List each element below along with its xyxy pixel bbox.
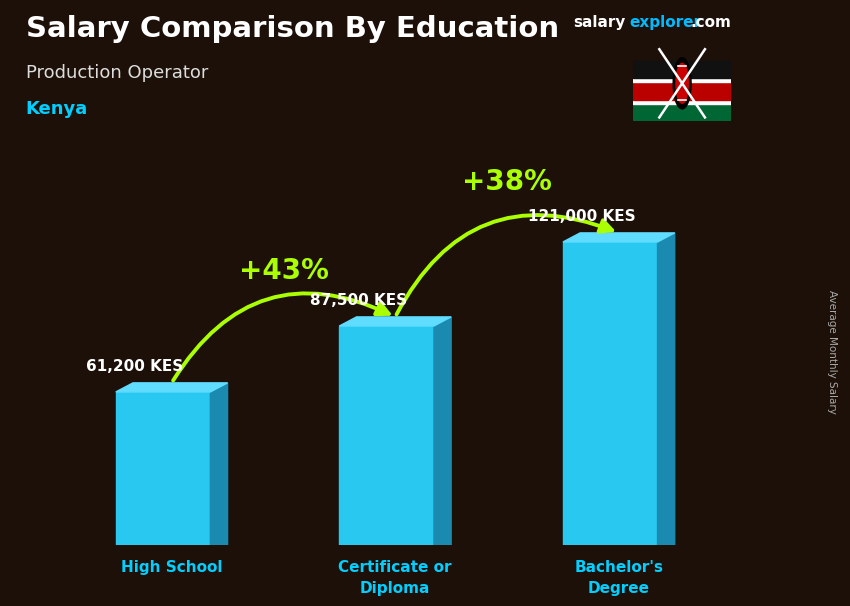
FancyArrowPatch shape: [397, 215, 612, 315]
Bar: [633, 82, 731, 100]
Text: 121,000 KES: 121,000 KES: [528, 209, 636, 224]
FancyArrowPatch shape: [173, 293, 388, 381]
Text: Kenya: Kenya: [26, 100, 88, 118]
Text: Salary Comparison By Education: Salary Comparison By Education: [26, 15, 558, 43]
Bar: [633, 61, 731, 78]
Bar: [339, 326, 434, 545]
Text: Certificate or
Diploma: Certificate or Diploma: [338, 560, 452, 596]
Text: 87,500 KES: 87,500 KES: [309, 293, 407, 308]
Polygon shape: [339, 317, 451, 326]
Text: High School: High School: [121, 560, 223, 575]
Text: 61,200 KES: 61,200 KES: [86, 359, 184, 374]
Text: +43%: +43%: [239, 257, 328, 285]
Bar: [633, 100, 731, 104]
Text: +38%: +38%: [462, 168, 552, 196]
Text: Bachelor's
Degree: Bachelor's Degree: [575, 560, 663, 596]
Ellipse shape: [676, 64, 688, 103]
Polygon shape: [116, 383, 228, 392]
Bar: [633, 78, 731, 82]
Text: Production Operator: Production Operator: [26, 64, 208, 82]
Polygon shape: [658, 233, 675, 545]
Bar: [116, 392, 210, 545]
Bar: [633, 104, 731, 121]
Text: salary: salary: [574, 15, 626, 30]
Ellipse shape: [673, 58, 691, 109]
Bar: [563, 242, 658, 545]
Text: .com: .com: [690, 15, 731, 30]
Polygon shape: [563, 233, 675, 242]
Text: explorer: explorer: [629, 15, 701, 30]
Polygon shape: [434, 317, 451, 545]
Polygon shape: [210, 383, 228, 545]
Text: Average Monthly Salary: Average Monthly Salary: [827, 290, 837, 413]
